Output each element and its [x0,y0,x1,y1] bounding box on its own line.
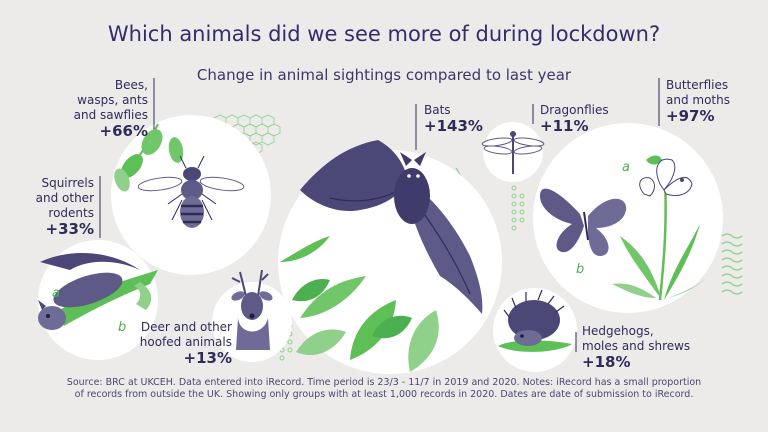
tag-a-butterflies: a [622,160,630,175]
label-bees-value: +66% [99,122,148,140]
chart-title: Which animals did we see more of during … [107,22,661,46]
tag-b-squirrels: b [118,320,127,335]
label-butterflies-name-2: and moths [666,93,730,107]
label-hedgehogs-value: +18% [582,353,631,371]
bubble-butterflies [533,123,723,313]
bat-icon [300,140,483,314]
chart-subtitle: Change in animal sightings compared to l… [196,66,572,84]
label-dragonflies-value: +11% [540,117,589,135]
label-butterflies-name-1: Butterflies [666,78,729,92]
moth-icon [639,158,693,197]
label-hedgehogs-name-2: moles and shrews [582,339,691,353]
dragonfly-icon [481,131,545,174]
deer-icon [231,269,273,350]
label-squirrels-name-3: rodents [48,206,94,220]
label-hedgehogs: Hedgehogs, moles and shrews +18% [582,324,702,370]
label-deer: Deer and other hoofed animals +13% [128,320,232,366]
bubble-deer [212,282,292,362]
tag-b-butterflies: b [576,262,585,277]
label-bees-name-2: wasps, ants [77,93,148,107]
label-butterflies: Butterflies and moths +97% [666,78,762,124]
label-deer-value: +13% [183,349,232,367]
plant-icon [280,236,439,372]
label-dragonflies-name: Dragonflies [540,103,609,117]
label-squirrels-value: +33% [45,220,94,238]
source-line-1: Source: BRC at UKCEH. Data entered into … [66,377,702,388]
label-butterflies-value: +97% [666,107,715,125]
label-bees: Bees, wasps, ants and sawflies +66% [40,78,148,139]
hedgehog-icon [498,289,572,352]
label-dragonflies: Dragonflies +11% [540,103,630,134]
label-hedgehogs-name-1: Hedgehogs, [582,324,654,338]
label-squirrels-name-1: Squirrels [41,176,94,190]
squirrel-icon [38,252,158,330]
source-line-2: of records from outside the UK. Showing … [74,389,694,400]
label-bats-value: +143% [424,117,483,135]
butterfly-icon [540,188,627,256]
label-bats: Bats +143% [424,103,504,134]
label-bees-name-1: Bees, [114,78,148,92]
source-note: Source: BRC at UKCEH. Data entered into … [60,377,708,401]
label-squirrels-name-2: and other [35,191,94,205]
label-deer-name-1: Deer and other [140,320,232,334]
bee-icon [114,123,245,228]
label-squirrels: Squirrels and other rodents +33% [6,176,94,237]
label-bees-name-3: and sawflies [73,108,148,122]
tag-a-squirrels: a [52,286,60,301]
label-bats-name: Bats [424,103,451,117]
label-deer-name-2: hoofed animals [139,335,232,349]
